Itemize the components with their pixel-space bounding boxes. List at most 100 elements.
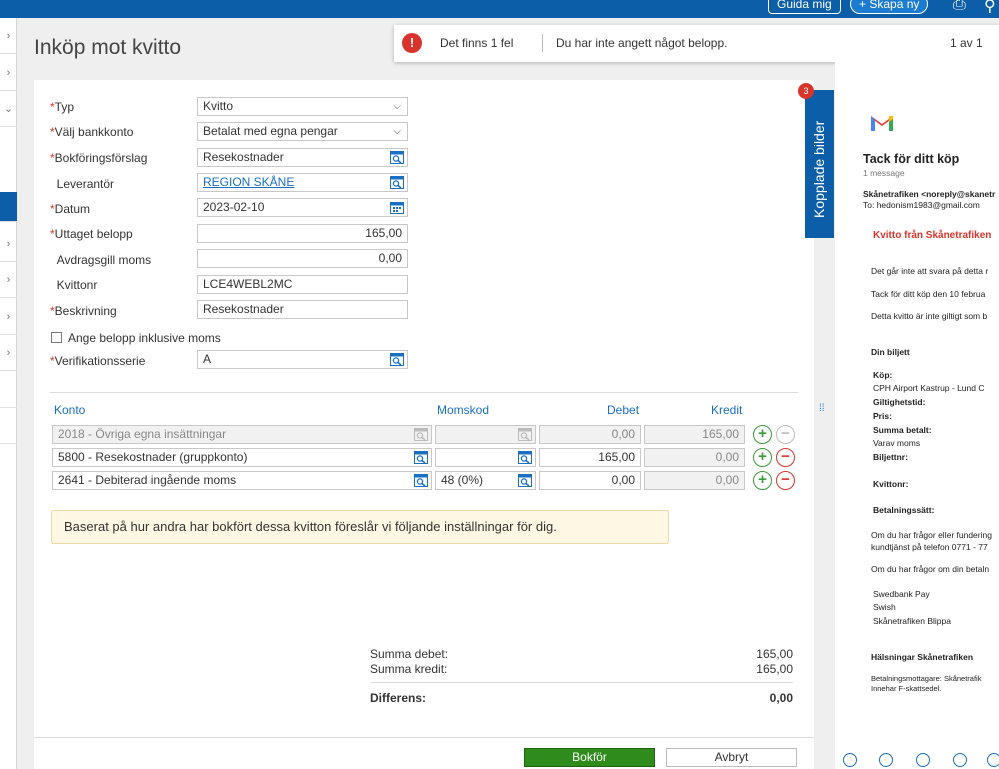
lookup-icon[interactable] <box>518 474 532 487</box>
error-banner: ! Det finns 1 fel Du har inte angett någ… <box>394 25 999 62</box>
remove-row-button[interactable]: − <box>776 448 795 467</box>
email-count: 1 message <box>863 168 905 178</box>
receipt-text: Pris: <box>873 411 892 421</box>
konto-cell[interactable]: 5800 - Resekostnader (gruppkonto) <box>52 448 432 467</box>
divider <box>50 392 798 393</box>
receipt-text: CPH Airport Kastrup - Lund C <box>873 383 985 393</box>
verifikationsserie-label: *Verifikationsserie <box>50 354 146 368</box>
bokforingsforslag-field[interactable]: Resekostnader <box>197 148 408 167</box>
preview-toolbar <box>835 752 999 769</box>
nav-item[interactable]: ⌄ <box>0 91 17 127</box>
nav-item[interactable]: › <box>0 55 17 91</box>
typ-label: *Typ <box>50 100 75 114</box>
col-header-kredit[interactable]: Kredit <box>711 403 743 417</box>
konto-cell[interactable]: 2641 - Debiterad ingående moms <box>52 471 432 490</box>
debet-cell[interactable]: 165,00 <box>539 448 641 467</box>
receipt-text: Om du har frågor eller fundering <box>871 530 992 540</box>
receipt-text: Detta kvitto är inte giltigt som b <box>871 311 988 321</box>
divider <box>34 737 814 738</box>
add-row-button[interactable]: + <box>753 471 772 490</box>
bankkonto-select[interactable]: Betalat med egna pengar ⌵ <box>197 122 408 141</box>
bokforingsforslag-label: *Bokföringsförslag <box>50 151 148 165</box>
nav-item[interactable]: › <box>0 299 17 335</box>
bokfor-button[interactable]: Bokför <box>524 748 655 767</box>
lookup-icon[interactable] <box>518 451 532 464</box>
attached-images-label: Kopplade bilder <box>811 120 827 218</box>
momskod-cell[interactable]: 48 (0%) <box>435 471 536 490</box>
chevron-down-icon: ⌵ <box>393 126 401 137</box>
receipt-text: Swish <box>873 602 896 612</box>
download-icon[interactable] <box>953 753 967 767</box>
calendar-icon[interactable] <box>390 201 404 214</box>
col-header-momskod[interactable]: Momskod <box>437 403 490 417</box>
add-row-button[interactable]: + <box>753 448 772 467</box>
receipt-text: Betalningssätt: <box>873 505 935 515</box>
kredit-cell[interactable]: 0,00 <box>644 471 745 490</box>
debet-cell[interactable]: 0,00 <box>539 471 641 490</box>
differens-value: 0,00 <box>769 691 793 705</box>
leverantor-field[interactable]: REGION SKÅNE <box>197 173 408 192</box>
avdragsgill-moms-input[interactable]: 0,00 <box>197 249 408 268</box>
side-nav: › › ⌄ › › › › <box>0 18 17 769</box>
kredit-cell[interactable]: 0,00 <box>644 448 745 467</box>
inklusive-moms-checkbox[interactable] <box>51 332 62 343</box>
nav-item[interactable] <box>0 408 17 444</box>
remove-row-button: − <box>776 425 795 444</box>
email-to: To: hedonism1983@gmail.com <box>863 200 980 210</box>
typ-select[interactable]: Kvitto ⌵ <box>197 97 408 116</box>
avdragsgill-label: Avdragsgill moms <box>56 253 152 267</box>
bankkonto-label: *Välj bankkonto <box>50 125 134 139</box>
divider <box>370 682 793 683</box>
receipt-text: Biljettnr: <box>873 452 908 462</box>
receipt-text: Swedbank Pay <box>873 589 930 599</box>
nav-item[interactable]: › <box>0 18 17 54</box>
verifikationsserie-field[interactable]: A <box>197 350 408 369</box>
print-icon[interactable]: ⎙ <box>953 0 966 13</box>
uttaget-belopp-input[interactable]: 165,00 <box>197 224 408 243</box>
gmail-logo <box>871 116 893 131</box>
zoom-out-icon[interactable] <box>879 753 893 767</box>
lookup-icon[interactable] <box>390 151 404 164</box>
chevron-down-icon: ⌵ <box>393 101 401 112</box>
debet-cell: 0,00 <box>539 425 641 444</box>
attachment-count-badge: 3 <box>798 83 814 99</box>
summa-debet-label: Summa debet: <box>370 647 449 661</box>
receipt-text: Tack för ditt köp den 10 februa <box>871 289 986 299</box>
col-header-konto[interactable]: Konto <box>54 403 86 417</box>
remove-row-button[interactable]: − <box>776 471 795 490</box>
nav-item[interactable] <box>0 372 17 408</box>
datum-field[interactable]: 2023-02-10 <box>197 198 408 217</box>
lookup-icon[interactable] <box>414 474 428 487</box>
nav-item[interactable]: › <box>0 226 17 262</box>
receipt-text: Hälsningar Skånetrafiken <box>871 652 974 662</box>
kvittonr-input[interactable]: LCE4WEBL2MC <box>197 275 408 294</box>
konto-cell: 2018 - Övriga egna insättningar <box>52 425 432 444</box>
add-row-button[interactable]: + <box>753 425 772 444</box>
nav-item-active[interactable] <box>0 192 17 222</box>
momskod-cell[interactable] <box>435 448 536 467</box>
search-icon[interactable]: ⚲ <box>984 0 996 15</box>
lookup-icon <box>518 428 532 441</box>
leverantor-label: Leverantör <box>56 177 115 191</box>
beskrivning-input[interactable]: Resekostnader <box>197 300 408 319</box>
lookup-icon[interactable] <box>414 451 428 464</box>
error-message[interactable]: Du har inte angett något belopp. <box>556 36 728 50</box>
zoom-in-icon[interactable] <box>843 753 857 767</box>
nav-item[interactable]: › <box>0 262 17 298</box>
rotate-icon[interactable] <box>916 753 930 767</box>
avbryt-button[interactable]: Avbryt <box>666 748 797 767</box>
summa-kredit-value: 165,00 <box>756 662 793 676</box>
form-panel: *Typ Kvitto ⌵ *Välj bankkonto Betalat med… <box>34 80 814 769</box>
col-header-debet[interactable]: Debet <box>607 403 640 417</box>
receipt-text: Betalningsmottagare: Skånetrafik <box>871 674 982 683</box>
email-subject: Tack för ditt köp <box>863 152 960 166</box>
lookup-icon[interactable] <box>390 176 404 189</box>
delete-icon[interactable] <box>987 753 999 767</box>
nav-item[interactable]: › <box>0 335 17 371</box>
create-new-button[interactable]: + Skapa ny <box>850 0 929 14</box>
email-from: Skånetrafiken <noreply@skanetr <box>863 189 996 199</box>
drag-handle-icon[interactable]: ⁞⁞ <box>819 403 825 414</box>
guide-button[interactable]: Guida mig <box>768 0 841 14</box>
attached-images-tab[interactable]: Kopplade bilder <box>805 90 834 238</box>
lookup-icon[interactable] <box>390 353 404 366</box>
